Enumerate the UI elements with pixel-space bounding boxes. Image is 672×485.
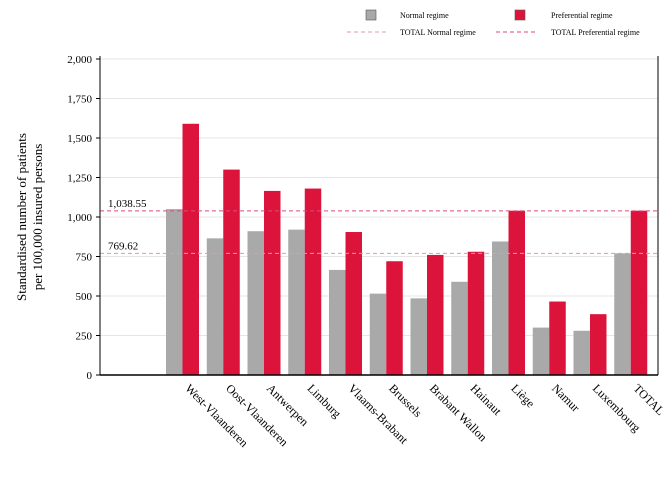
y-axis-title-line: Standardised number of patients (14, 133, 29, 301)
bar-preferential (630, 210, 648, 375)
bar-preferential (508, 210, 525, 375)
y-axis-title: Standardised number of patientsper 100,0… (14, 133, 45, 301)
bar-preferential (182, 123, 199, 375)
x-category-label: Hainaut (468, 381, 505, 418)
bar-normal (532, 327, 550, 375)
y-axis-title: Standardised number of patientsper 100,0… (14, 133, 45, 301)
bar-normal (329, 269, 346, 375)
bar-normal (451, 281, 468, 375)
x-category-label: TOTAL (631, 381, 668, 418)
y-tick-label: 1,750 (67, 94, 92, 106)
bar-preferential (264, 190, 281, 375)
reference-line-label: 1,038.55 (108, 198, 147, 210)
bar-normal (166, 209, 183, 375)
legend-swatch (514, 9, 526, 21)
x-category-label: Brussels (386, 381, 425, 420)
y-tick-label: 0 (87, 370, 93, 382)
bars (166, 123, 648, 375)
bar-normal (573, 330, 590, 375)
bar-preferential (304, 188, 322, 375)
y-axis-title-line: per 100,000 insured persons (30, 144, 45, 291)
bar-normal (410, 298, 427, 375)
legend: Normal regime Preferential regime TOTAL No… (347, 9, 640, 37)
bar-normal (288, 229, 305, 375)
bar-preferential (223, 169, 240, 375)
legend-label: TOTAL Preferential regime (551, 28, 640, 37)
y-axis-ticks: 0 250 500 750 1,000 1,250 1,500 1,750 2,000 (67, 54, 100, 382)
y-tick-label: 1,250 (67, 173, 92, 185)
reference-lines: 769.62 1,038.55 (100, 198, 658, 254)
legend-label: Preferential regime (551, 11, 613, 20)
x-category-label: Namur (549, 381, 582, 414)
bar-normal (614, 253, 631, 375)
y-tick-label: 250 (76, 331, 93, 343)
bar-preferential (549, 301, 566, 375)
y-tick-label: 1,500 (67, 133, 92, 145)
legend-swatch (365, 9, 377, 21)
y-tick-label: 750 (76, 252, 93, 264)
y-tick-label: 2,000 (67, 54, 92, 66)
reference-line-label: 769.62 (108, 240, 138, 252)
y-tick-label: 1,000 (67, 212, 92, 224)
bar-normal (369, 293, 387, 375)
x-category-label: Liège (508, 381, 537, 410)
bar-preferential (467, 251, 485, 375)
x-category-label: Limburg (305, 381, 344, 420)
bar-preferential (386, 261, 403, 375)
bar-normal (492, 241, 509, 375)
bar-preferential (345, 232, 362, 375)
bar-preferential (590, 314, 607, 375)
y-tick-label: 500 (76, 291, 93, 303)
axes (99, 56, 659, 376)
legend-label: Normal regime (400, 11, 449, 20)
bar-normal (206, 238, 224, 375)
legend-label: TOTAL Normal regime (400, 28, 476, 37)
bar-normal (247, 231, 264, 375)
x-axis-labels: West-VlaanderenOost-VlaanderenAntwerpenL… (182, 381, 667, 450)
bar-preferential (427, 254, 444, 375)
